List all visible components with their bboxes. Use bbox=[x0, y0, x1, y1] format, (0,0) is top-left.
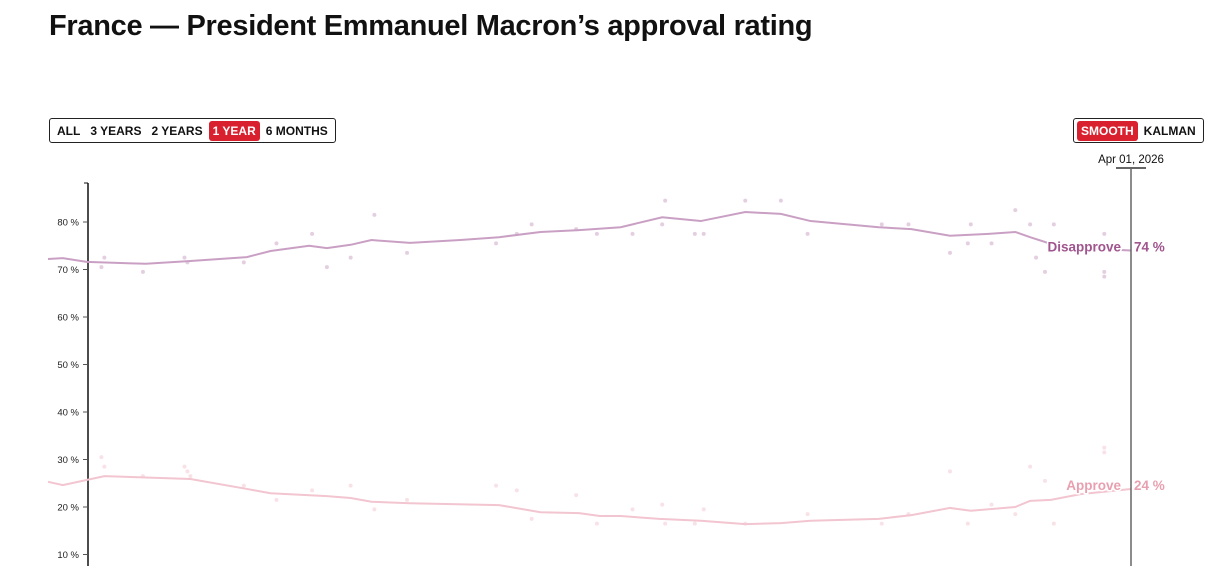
disapprove-poll-dot bbox=[1051, 222, 1056, 227]
disapprove-poll-dot bbox=[1102, 269, 1107, 274]
disapprove-end-value: 74 % bbox=[1134, 240, 1165, 255]
disapprove-poll-dot bbox=[879, 222, 884, 227]
disapprove-poll-dot bbox=[989, 241, 994, 246]
range-all-button[interactable]: ALL bbox=[57, 123, 81, 138]
approve-poll-dot bbox=[630, 507, 635, 512]
disapprove-end-label: Disapprove bbox=[1047, 240, 1121, 255]
y-tick-label: 70 % bbox=[57, 265, 79, 276]
approve-poll-dot bbox=[405, 497, 410, 502]
approve-poll-dot bbox=[310, 488, 315, 493]
disapprove-poll-dot bbox=[310, 231, 315, 236]
disapprove-poll-dot bbox=[241, 260, 246, 265]
approve-poll-dot bbox=[494, 483, 499, 488]
approve-poll-dot bbox=[879, 521, 884, 526]
range-6-months-button[interactable]: 6 MONTHS bbox=[265, 123, 328, 138]
disapprove-poll-dot bbox=[1013, 208, 1018, 213]
approve-poll-dot bbox=[1028, 464, 1033, 469]
disapprove-poll-dot bbox=[494, 241, 499, 246]
approve-poll-dot bbox=[805, 512, 810, 517]
y-tick-label: 80 % bbox=[57, 218, 79, 229]
approve-poll-dot bbox=[274, 497, 279, 502]
approve-poll-dot bbox=[660, 502, 665, 507]
disapprove-poll-dot bbox=[372, 212, 377, 217]
approve-poll-dot bbox=[99, 455, 104, 460]
disapprove-poll-dot bbox=[348, 255, 353, 260]
approve-poll-dot bbox=[663, 521, 668, 526]
y-tick-label: 30 % bbox=[57, 455, 79, 466]
disapprove-poll-dot bbox=[1034, 255, 1039, 260]
disapprove-poll-dot bbox=[99, 265, 104, 270]
disapprove-poll-dot bbox=[405, 250, 410, 255]
range-3-years-button[interactable]: 3 YEARS bbox=[90, 123, 142, 138]
approve-poll-dot bbox=[692, 521, 697, 526]
approve-poll-dot bbox=[372, 507, 377, 512]
disapprove-poll-dot bbox=[274, 241, 279, 246]
disapprove-poll-dot bbox=[324, 265, 329, 270]
approve-end-label: Approve bbox=[1066, 478, 1121, 493]
disapprove-trend-line bbox=[47, 211, 1132, 265]
approve-poll-dot bbox=[594, 521, 599, 526]
disapprove-poll-dot bbox=[701, 231, 706, 236]
y-tick-label: 60 % bbox=[57, 313, 79, 324]
y-tick-label: 50 % bbox=[57, 360, 79, 371]
y-tick-label: 10 % bbox=[57, 550, 79, 561]
approve-poll-dot bbox=[948, 469, 953, 474]
approve-poll-dot bbox=[989, 502, 994, 507]
approve-poll-dot bbox=[965, 521, 970, 526]
disapprove-poll-dot bbox=[1028, 222, 1033, 227]
approve-poll-dot bbox=[241, 483, 246, 488]
disapprove-poll-dot bbox=[529, 222, 534, 227]
disapprove-poll-dot bbox=[140, 269, 145, 274]
smooth-button[interactable]: SMOOTH bbox=[1077, 120, 1138, 141]
approve-poll-dot bbox=[529, 516, 534, 521]
disapprove-poll-dot bbox=[660, 222, 665, 227]
approve-poll-dot bbox=[188, 474, 193, 479]
kalman-button[interactable]: KALMAN bbox=[1143, 123, 1196, 138]
approve-poll-dot bbox=[514, 488, 519, 493]
disapprove-poll-dot bbox=[1102, 274, 1107, 279]
disapprove-poll-dot bbox=[805, 231, 810, 236]
approve-poll-dot bbox=[1051, 521, 1056, 526]
disapprove-poll-dot bbox=[778, 198, 783, 203]
disapprove-poll-dot bbox=[102, 255, 107, 260]
approve-poll-dot bbox=[574, 493, 579, 498]
y-tick-label: 20 % bbox=[57, 503, 79, 514]
disapprove-poll-dot bbox=[182, 255, 187, 260]
disapprove-poll-dot bbox=[743, 198, 748, 203]
disapprove-poll-dot bbox=[965, 241, 970, 246]
y-tick-label: 40 % bbox=[57, 408, 79, 419]
disapprove-poll-dot bbox=[630, 231, 635, 236]
range-selector: ALL 3 YEARS 2 YEARS 1 YEAR 6 MONTHS bbox=[49, 118, 336, 143]
approve-poll-dot bbox=[1013, 512, 1018, 517]
approve-poll-dot bbox=[1042, 478, 1047, 483]
disapprove-poll-dot bbox=[968, 222, 973, 227]
approve-trend-line bbox=[47, 475, 1132, 526]
disapprove-poll-dot bbox=[906, 222, 911, 227]
approve-poll-dot bbox=[185, 469, 190, 474]
method-selector: SMOOTH KALMAN bbox=[1073, 118, 1204, 143]
range-1-year-button[interactable]: 1 YEAR bbox=[208, 120, 260, 141]
approve-poll-dot bbox=[102, 464, 107, 469]
page-title: France — President Emmanuel Macron’s app… bbox=[49, 10, 813, 42]
range-2-years-button[interactable]: 2 YEARS bbox=[151, 123, 203, 138]
disapprove-poll-dot bbox=[594, 231, 599, 236]
approve-poll-dot bbox=[701, 507, 706, 512]
disapprove-poll-dot bbox=[948, 250, 953, 255]
disapprove-poll-dot bbox=[1042, 269, 1047, 274]
date-cursor-label: Apr 01, 2026 bbox=[1098, 154, 1164, 166]
approve-poll-dot bbox=[1102, 450, 1107, 455]
disapprove-poll-dot bbox=[663, 198, 668, 203]
approve-end-value: 24 % bbox=[1134, 478, 1165, 493]
approve-poll-dot bbox=[1102, 445, 1107, 450]
disapprove-poll-dot bbox=[1102, 231, 1107, 236]
approve-poll-dot bbox=[348, 483, 353, 488]
approve-poll-dot bbox=[182, 464, 187, 469]
disapprove-poll-dot bbox=[692, 231, 697, 236]
